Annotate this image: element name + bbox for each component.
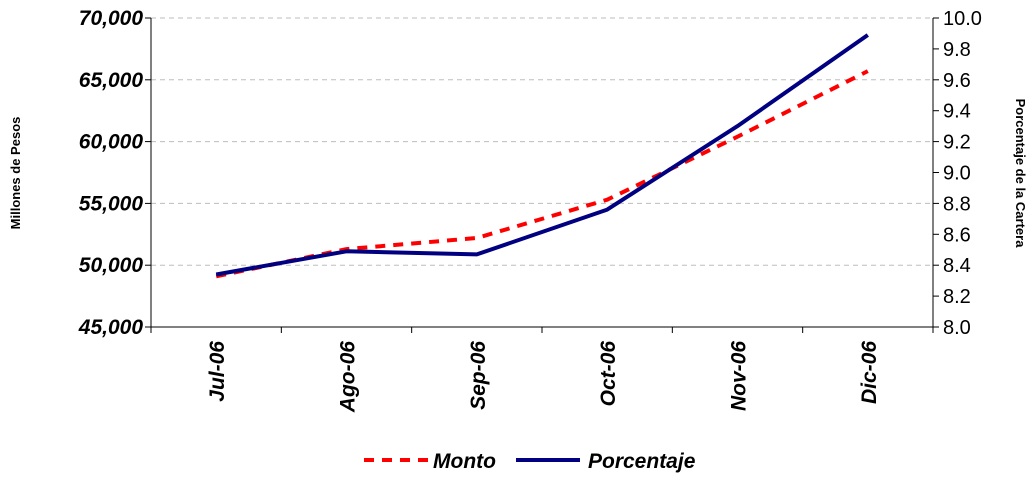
series-line-porcentaje — [215, 33, 869, 277]
right-tick-label: 9.6 — [943, 70, 971, 92]
right-tick-label: 8.0 — [943, 317, 971, 339]
left-tick-label: 45,000 — [78, 316, 144, 339]
legend: Monto Porcentaje — [364, 450, 696, 473]
right-tick-label: 8.6 — [943, 224, 971, 246]
right-tick-label: 10.0 — [943, 8, 982, 30]
left-tick-label: 55,000 — [79, 192, 144, 215]
left-axis-ticks: 45,000 50,000 55,000 60,000 65,000 70,000 — [78, 7, 151, 339]
left-tick-label: 60,000 — [79, 131, 144, 154]
legend-label-porcentaje: Porcentaje — [588, 450, 696, 473]
x-tick-label: Oct-06 — [597, 341, 620, 407]
left-tick-label: 70,000 — [79, 7, 144, 30]
left-tick-label: 50,000 — [79, 254, 144, 277]
x-tick-label: Jul-06 — [206, 341, 229, 402]
legend-label-monto: Monto — [433, 450, 496, 473]
series-lines — [215, 33, 869, 279]
x-tick-label: Ago-06 — [337, 341, 360, 413]
y-right-axis-title: Porcentaje de la Cartera — [1013, 99, 1028, 249]
right-tick-label: 9.8 — [943, 39, 971, 61]
right-tick-label: 8.4 — [943, 255, 971, 277]
x-tick-label: Sep-06 — [467, 341, 490, 410]
right-tick-label: 8.2 — [943, 286, 971, 308]
right-axis-ticks: 8.0 8.2 8.4 8.6 8.8 9.0 9.2 9.4 9.6 9.8 10.0 — [933, 8, 982, 339]
y-left-axis-title: Millones de Pesos — [8, 117, 23, 230]
right-tick-label: 8.8 — [943, 193, 971, 215]
x-tick-label: Nov-06 — [728, 341, 751, 411]
right-tick-label: 9.4 — [943, 101, 971, 123]
x-tick-label: Dic-06 — [858, 341, 881, 404]
left-tick-label: 65,000 — [79, 69, 144, 92]
right-tick-label: 9.2 — [943, 132, 971, 154]
right-tick-label: 9.0 — [943, 163, 971, 185]
gridlines — [151, 17, 933, 266]
x-axis-ticks: Jul-06 Ago-06 Sep-06 Oct-06 Nov-06 Dic-06 — [150, 327, 934, 413]
